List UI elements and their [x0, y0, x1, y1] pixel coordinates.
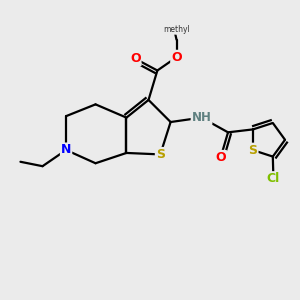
Text: NH: NH	[192, 111, 212, 124]
Text: O: O	[171, 51, 182, 64]
Text: S: S	[156, 148, 165, 161]
Text: O: O	[215, 151, 226, 164]
Text: S: S	[249, 144, 258, 157]
Text: O: O	[130, 52, 141, 65]
Text: N: N	[61, 143, 71, 157]
Text: methyl: methyl	[163, 25, 190, 34]
Text: Cl: Cl	[267, 172, 280, 185]
